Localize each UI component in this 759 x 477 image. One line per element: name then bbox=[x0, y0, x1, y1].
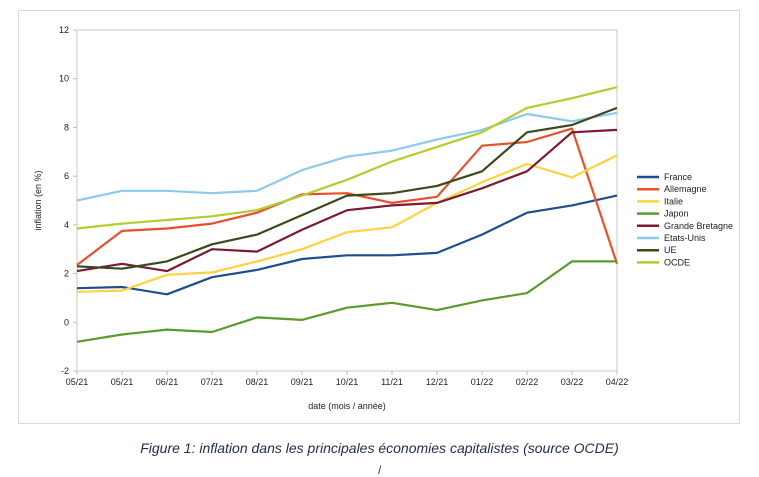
series-line-japon bbox=[76, 260, 617, 343]
legend-label: Etats-Unis bbox=[664, 233, 706, 243]
x-tick-label: 09/21 bbox=[291, 377, 314, 387]
legend-label: Grande Bretagne bbox=[664, 221, 733, 231]
y-tick-label: -2 bbox=[61, 366, 69, 376]
x-axis-title: date (mois / année) bbox=[308, 401, 386, 411]
legend-label: Italie bbox=[664, 196, 683, 206]
x-tick-label: 03/22 bbox=[561, 377, 584, 387]
y-tick-label: 10 bbox=[59, 74, 69, 84]
y-tick-label: 12 bbox=[59, 25, 69, 35]
plot-border bbox=[76, 29, 618, 372]
x-tick-label: 04/22 bbox=[606, 377, 629, 387]
y-tick-label: 6 bbox=[64, 171, 69, 181]
y-axis-ticks: -2 0 2 4 6 8 10 12 bbox=[59, 25, 77, 376]
series-line-italie bbox=[76, 154, 618, 293]
page-mark: / bbox=[378, 463, 382, 477]
y-tick-label: 2 bbox=[64, 269, 69, 279]
x-tick-label: 07/21 bbox=[201, 377, 224, 387]
legend-label: OCDE bbox=[664, 257, 690, 267]
y-axis-title: inflation (en %) bbox=[33, 170, 43, 230]
x-tick-label: 11/21 bbox=[381, 377, 403, 387]
legend-label: Allemagne bbox=[664, 184, 707, 194]
legend-label: France bbox=[664, 172, 692, 182]
x-tick-label: 01/22 bbox=[471, 377, 494, 387]
legend-label: Japon bbox=[664, 209, 689, 219]
figure-caption: Figure 1: inflation dans les principales… bbox=[140, 440, 619, 456]
legend: France Allemagne Italie Japon Grande Bretagn… bbox=[637, 172, 733, 267]
series-line-grande-bretagne bbox=[76, 128, 618, 273]
series-line-france bbox=[76, 194, 618, 296]
series-line-ue bbox=[76, 106, 618, 270]
x-tick-label: 12/21 bbox=[426, 377, 449, 387]
x-tick-label: 05/21 bbox=[111, 377, 134, 387]
chart-frame: -2 0 2 4 6 8 10 12 05/21 05/21 06/21 07/21 08/21 09/… bbox=[18, 10, 740, 424]
x-tick-label: 06/21 bbox=[156, 377, 179, 387]
y-tick-label: 0 bbox=[64, 317, 69, 327]
y-tick-label: 8 bbox=[64, 122, 69, 132]
series-line-allemagne bbox=[76, 127, 619, 266]
x-tick-label: 10/21 bbox=[336, 377, 359, 387]
x-tick-label: 02/22 bbox=[516, 377, 539, 387]
x-axis-ticks: 05/21 05/21 06/21 07/21 08/21 09/21 10/21 11/21… bbox=[66, 371, 629, 387]
series-line-etats-unis bbox=[76, 111, 618, 202]
x-tick-label: 08/21 bbox=[246, 377, 269, 387]
legend-label: UE bbox=[664, 245, 677, 255]
x-tick-label: 05/21 bbox=[66, 377, 89, 387]
y-tick-label: 4 bbox=[64, 220, 69, 230]
series-line-ocde bbox=[76, 86, 618, 230]
plot-area bbox=[76, 29, 618, 372]
series-lines bbox=[76, 86, 619, 343]
inflation-line-chart: -2 0 2 4 6 8 10 12 05/21 05/21 06/21 07/21 08/21 09/… bbox=[33, 25, 733, 411]
